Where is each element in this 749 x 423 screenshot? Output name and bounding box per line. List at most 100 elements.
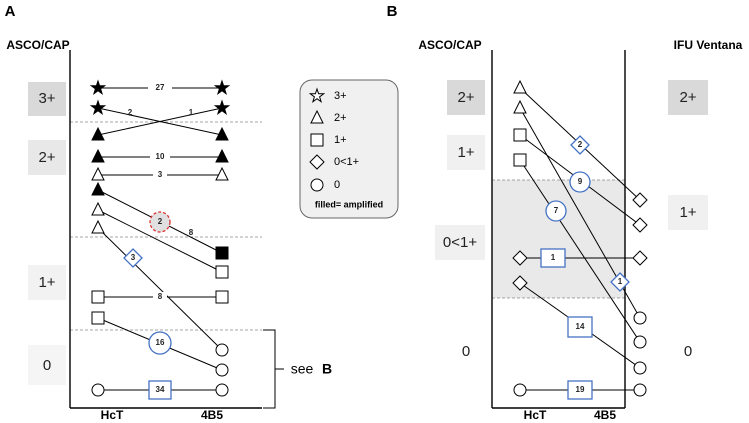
marker xyxy=(513,80,527,94)
legend-item: 3+ xyxy=(334,90,347,102)
count-marker xyxy=(610,272,630,292)
count: 14 xyxy=(576,322,585,331)
marker xyxy=(215,246,229,260)
marker xyxy=(214,100,230,115)
marker xyxy=(310,133,324,147)
legend-item: 1+ xyxy=(334,134,347,146)
marker xyxy=(310,178,324,192)
shaded-band xyxy=(492,180,625,298)
marker xyxy=(91,383,105,397)
count: 1 xyxy=(551,253,556,262)
count: 10 xyxy=(156,152,165,161)
count: 1 xyxy=(618,277,623,286)
connector xyxy=(97,107,223,136)
count-marker xyxy=(148,331,172,355)
marker xyxy=(513,128,527,142)
level-label: 0 xyxy=(462,343,470,360)
marker xyxy=(215,383,229,397)
legend-item: 2+ xyxy=(334,112,347,124)
marker xyxy=(91,311,105,325)
marker xyxy=(91,290,105,304)
panel-b: B ASCO/CAP IFU Ventana 2+ 1+ 0<1+ 0 2+ 1… xyxy=(387,3,743,422)
count: 1 xyxy=(189,108,194,117)
level-label: 1+ xyxy=(457,144,474,161)
axis-label: ASCO/CAP xyxy=(6,38,69,52)
panel-a: A ASCO/CAP 3+ 2+ 1+ 0 HcT 4B5 2 xyxy=(5,3,332,422)
count: 19 xyxy=(576,385,585,394)
count: 34 xyxy=(156,385,165,394)
connector xyxy=(97,227,223,351)
level-box xyxy=(668,195,708,230)
count: 2 xyxy=(158,217,163,226)
level-label: 2+ xyxy=(457,89,474,106)
marker xyxy=(215,363,229,377)
count: 16 xyxy=(156,338,165,347)
marker xyxy=(91,149,105,163)
connectors xyxy=(519,87,641,391)
count-marker xyxy=(569,171,591,193)
marker xyxy=(91,182,105,196)
marker xyxy=(633,335,647,349)
level-box xyxy=(447,80,485,115)
connector xyxy=(97,209,223,273)
marker xyxy=(215,343,229,357)
level-label: 0 xyxy=(43,357,51,374)
marker xyxy=(633,361,647,375)
level-label: 2+ xyxy=(38,149,55,166)
level-label: 0<1+ xyxy=(443,234,477,251)
count-marker xyxy=(540,248,566,268)
count: 3 xyxy=(158,170,163,179)
panel-letter: A xyxy=(5,3,16,20)
count-marker xyxy=(567,380,593,400)
legend-item: 0 xyxy=(334,179,340,191)
marker xyxy=(215,167,229,181)
count-marker xyxy=(545,200,567,222)
axis-label: IFU Ventana xyxy=(674,38,743,52)
x-label: HcT xyxy=(101,408,124,422)
count: 2 xyxy=(578,140,583,149)
level-box xyxy=(447,135,485,170)
legend-box xyxy=(299,79,399,219)
count-marker xyxy=(570,135,590,155)
marker xyxy=(215,149,229,163)
marker xyxy=(513,100,527,114)
axis-label: ASCO/CAP xyxy=(418,38,481,52)
marker xyxy=(633,311,647,325)
marker xyxy=(215,265,229,279)
count: 9 xyxy=(578,177,583,186)
level-label: 0 xyxy=(684,343,692,360)
legend-note: filled= amplified xyxy=(315,199,383,209)
x-label: HcT xyxy=(524,408,547,422)
count: 7 xyxy=(554,206,559,215)
marker xyxy=(91,167,105,181)
count-marker xyxy=(567,316,593,338)
label-backdrop xyxy=(150,152,170,162)
x-label: 4B5 xyxy=(594,408,616,422)
marker xyxy=(633,383,647,397)
marker xyxy=(632,250,648,266)
level-box xyxy=(28,140,66,175)
level-box xyxy=(28,82,66,116)
count: 8 xyxy=(189,228,194,237)
marker xyxy=(90,80,106,95)
bracket-ref: B xyxy=(322,361,332,377)
level-box xyxy=(435,225,485,260)
marker xyxy=(513,383,527,397)
panel-letter: B xyxy=(387,3,398,20)
bracket xyxy=(263,329,284,409)
legend: 3+ 2+ 1+ 0<1+ 0 filled= amplified xyxy=(299,79,399,219)
connector xyxy=(519,159,641,343)
count-marker xyxy=(149,211,171,233)
label-backdrop xyxy=(153,292,167,302)
marker xyxy=(632,217,648,233)
marker xyxy=(214,80,230,95)
level-box xyxy=(28,265,66,300)
marker xyxy=(215,290,229,304)
label-backdrop xyxy=(153,170,167,180)
count: 3 xyxy=(131,253,136,262)
label-backdrop xyxy=(148,83,172,93)
count: 8 xyxy=(158,292,163,301)
legend-item: 0<1+ xyxy=(334,156,359,168)
count: 27 xyxy=(156,83,165,92)
